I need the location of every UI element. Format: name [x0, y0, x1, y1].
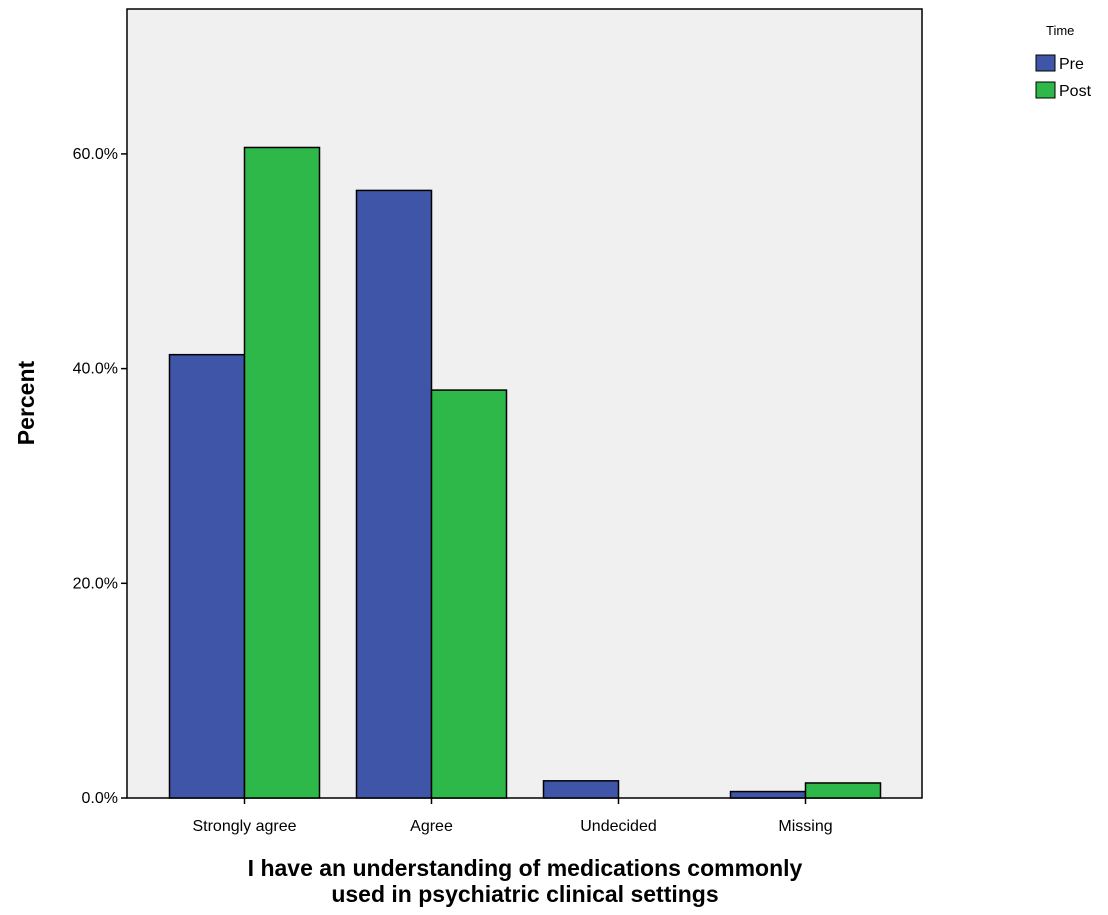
x-tick-label: Undecided: [580, 818, 657, 835]
x-axis-title-line-2: used in psychiatric clinical settings: [331, 881, 718, 907]
legend: Time Pre Post: [1035, 23, 1092, 100]
legend-label-pre: Pre: [1059, 56, 1084, 73]
bar-pre-strongly-agree: [168, 353, 246, 799]
y-axis-title: Percent: [13, 360, 39, 445]
bar-pre-missing: [729, 790, 807, 799]
y-tick-label: 40.0%: [73, 361, 118, 378]
legend-label-post: Post: [1059, 83, 1092, 100]
bar-post-strongly-agree: [243, 146, 321, 799]
legend-swatch-post: [1035, 81, 1056, 99]
x-tick-label: Agree: [410, 818, 453, 835]
bar-post-agree: [430, 389, 508, 799]
y-tick-label: 60.0%: [73, 146, 118, 163]
x-tick-label: Strongly agree: [192, 818, 296, 835]
legend-swatch-pre: [1035, 54, 1056, 72]
bar-post-missing: [804, 782, 882, 799]
bar-pre-undecided: [542, 780, 620, 799]
legend-title: Time: [1046, 23, 1074, 38]
x-tick-label: Missing: [778, 818, 832, 835]
x-axis-ticks: Strongly agree Agree Undecided Missing: [192, 798, 833, 835]
y-tick-label: 20.0%: [73, 575, 118, 592]
bar-pre-agree: [355, 189, 433, 799]
x-axis-title-line-1: I have an understanding of medications c…: [248, 855, 803, 881]
y-tick-label: 0.0%: [82, 790, 118, 807]
y-axis-ticks: 0.0% 20.0% 40.0% 60.0%: [73, 146, 127, 807]
bars: [168, 146, 882, 799]
